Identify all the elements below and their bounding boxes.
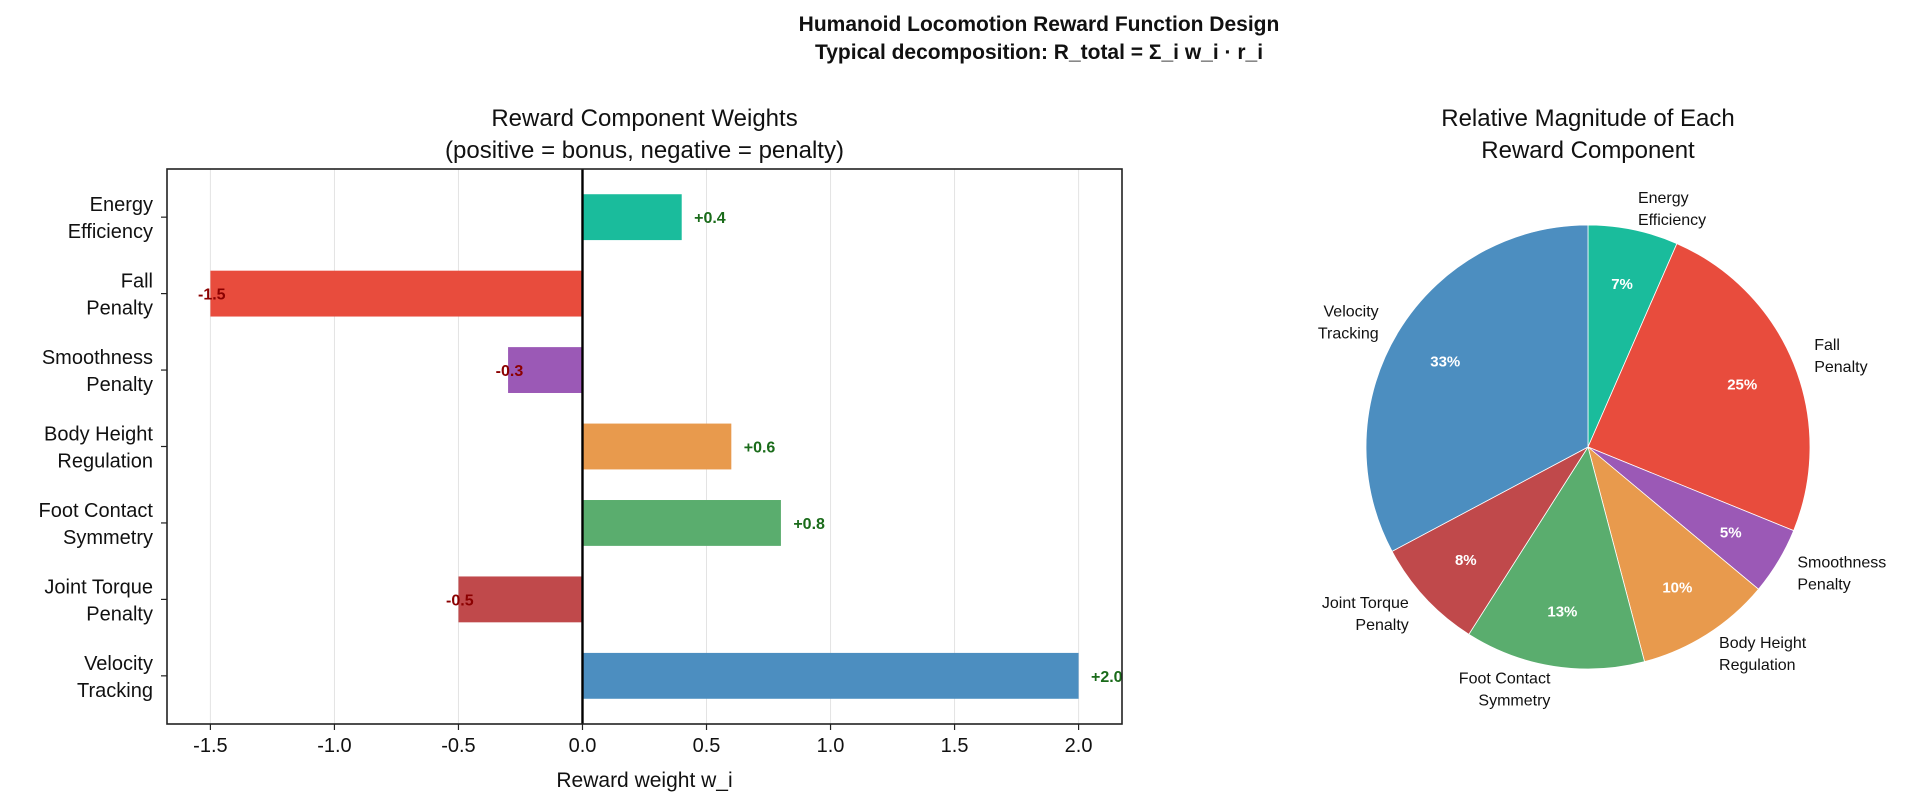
- bar-value-label: -1.5: [198, 287, 226, 304]
- pie-slice: [1391, 445, 1590, 635]
- bar-value-label: +2.0: [1091, 669, 1123, 686]
- pie-percent-label: 10%: [1662, 579, 1692, 596]
- pie-percent-label: 8%: [1455, 552, 1477, 569]
- x-tick-label: 2.0: [1065, 735, 1093, 757]
- bar-value-label: -0.3: [496, 363, 524, 380]
- pie-chart-title: Relative Magnitude of Each Reward Compone…: [1441, 105, 1735, 164]
- pie-percent-label: 7%: [1611, 276, 1633, 293]
- x-tick-label: 0.5: [693, 735, 721, 757]
- y-tick-label: Smoothness Penalty: [42, 347, 153, 396]
- pie-label: Joint Torque Penalty: [1322, 595, 1409, 634]
- pie-label: Fall Penalty: [1814, 337, 1867, 376]
- pie-slice: [1468, 446, 1646, 670]
- bar-value-label: +0.4: [694, 210, 726, 227]
- figure-subtitle: Typical decomposition: R_total = Σ_i w_i…: [815, 41, 1263, 64]
- x-axis-label: Reward weight w_i: [556, 769, 732, 792]
- bar: [582, 652, 1079, 699]
- pie-label: Foot Contact Symmetry: [1459, 670, 1551, 709]
- y-tick-label: Body Height Regulation: [44, 424, 153, 473]
- bar: [582, 423, 732, 470]
- bar: [508, 347, 583, 393]
- pie-percent-label: 25%: [1727, 376, 1757, 393]
- x-tick-label: 1.0: [817, 735, 845, 757]
- pie-percent-label: 13%: [1547, 604, 1577, 621]
- pie-percent-label: 5%: [1720, 525, 1742, 542]
- bar-value-label: +0.6: [744, 440, 776, 457]
- bar: [582, 500, 781, 546]
- y-tick-label: Joint Torque Penalty: [44, 576, 153, 625]
- bar-value-label: -0.5: [446, 592, 474, 609]
- bar: [582, 194, 682, 241]
- x-tick-label: 1.5: [941, 735, 969, 757]
- y-tick-label: Velocity Tracking: [77, 653, 153, 702]
- y-tick-label: Foot Contact Symmetry: [38, 500, 153, 549]
- bar: [458, 576, 583, 623]
- y-tick-label: Energy Efficiency: [68, 194, 153, 243]
- pie-label: Body Height Regulation: [1719, 635, 1807, 674]
- x-tick-label: 0.0: [569, 735, 597, 757]
- pie-percent-label: 33%: [1430, 353, 1460, 370]
- bar-value-label: +0.8: [793, 516, 825, 533]
- pie-chart: Relative Magnitude of Each Reward Compone…: [1318, 105, 1886, 709]
- pie-label: Energy Efficiency: [1638, 190, 1706, 229]
- bar: [210, 270, 583, 317]
- pie-label: Smoothness Penalty: [1797, 555, 1886, 594]
- x-tick-label: -1.0: [317, 735, 351, 757]
- x-tick-label: -0.5: [441, 735, 475, 757]
- bar-chart: Reward Component Weights (positive = bonu…: [38, 105, 1123, 792]
- pie-slice: [1365, 224, 1589, 552]
- pie-slice: [1587, 243, 1811, 532]
- pie-label: Velocity Tracking: [1318, 303, 1379, 342]
- y-tick-label: Fall Penalty: [86, 271, 153, 320]
- bar-chart-title: Reward Component Weights (positive = bonu…: [445, 105, 844, 164]
- figure-title: Humanoid Locomotion Reward Function Desi…: [799, 13, 1280, 36]
- axes-frame: [166, 168, 1123, 725]
- x-tick-label: -1.5: [193, 735, 227, 757]
